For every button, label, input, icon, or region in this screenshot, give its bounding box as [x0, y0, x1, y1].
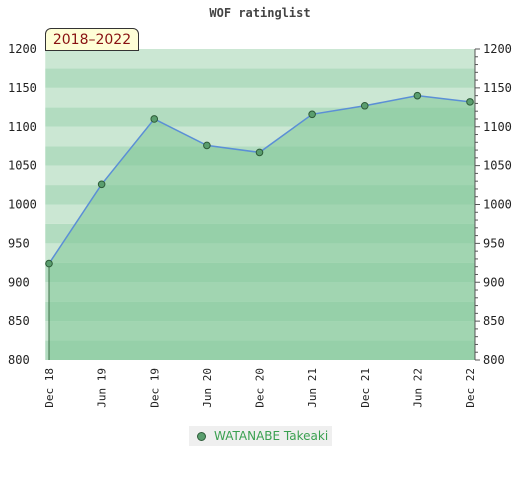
series-area: [49, 95, 475, 361]
y-tick-label-left: 1150: [8, 81, 37, 95]
y-tick-label-right: 850: [483, 314, 505, 328]
grid-band: [45, 87, 475, 108]
y-tick-label-left: 800: [8, 353, 30, 367]
chart-title: WOF ratinglist: [209, 6, 310, 20]
y-tick-label-left: 1050: [8, 159, 37, 173]
data-point: [255, 148, 264, 157]
chart-legend: WATANABE Takeaki: [189, 426, 332, 446]
period-label: 2018–2022: [52, 31, 132, 48]
y-tick-label-right: 900: [483, 275, 505, 289]
y-tick-label-left: 1200: [8, 42, 37, 56]
data-point: [413, 91, 422, 100]
data-point: [97, 180, 106, 189]
data-point: [203, 141, 211, 150]
y-tick-label-right: 1150: [483, 81, 512, 95]
data-point: [466, 98, 474, 106]
legend-marker-icon: [197, 431, 206, 441]
data-point: [45, 259, 53, 268]
x-tick-label: Dec 22: [464, 368, 477, 408]
data-point: [150, 115, 159, 123]
y-tick-label-right: 1200: [483, 42, 512, 56]
grid-band: [45, 49, 475, 69]
y-tick-label-right: 800: [483, 353, 505, 367]
y-tick-label-left: 1000: [8, 198, 37, 212]
tick-labels: 800 800 850 850 900 900 950 950 1000 1000 1050 1050…: [8, 42, 512, 408]
x-tick-label: Jun 19: [96, 368, 109, 408]
data-point: [360, 101, 369, 110]
y-tick-label-left: 1100: [8, 120, 37, 134]
x-tick-label: Dec 21: [359, 368, 372, 408]
y-tick-label-right: 950: [483, 236, 505, 250]
x-tick-label: Dec 20: [254, 368, 267, 408]
data-point: [308, 110, 316, 119]
axes: [44, 48, 480, 361]
data-points: [45, 91, 474, 268]
grid-band: [45, 68, 475, 88]
x-tick-label: Dec 18: [43, 368, 56, 408]
x-tick-label: Jun 20: [201, 368, 214, 408]
y-tick-label-left: 950: [8, 236, 30, 250]
x-tick-label: Dec 19: [148, 368, 161, 408]
legend-series-name: WATANABE Takeaki: [214, 429, 329, 443]
x-tick-label: Jun 21: [306, 368, 319, 408]
y-tick-label-left: 850: [8, 314, 30, 328]
x-tick-label: Jun 22: [411, 368, 424, 408]
period-badge: 2018–2022: [45, 28, 139, 51]
y-tick-label-right: 1000: [483, 198, 512, 212]
y-tick-label-right: 1100: [483, 120, 512, 134]
y-tick-label-right: 1050: [483, 159, 512, 173]
rating-area: [49, 95, 475, 361]
y-tick-label-left: 900: [8, 275, 30, 289]
